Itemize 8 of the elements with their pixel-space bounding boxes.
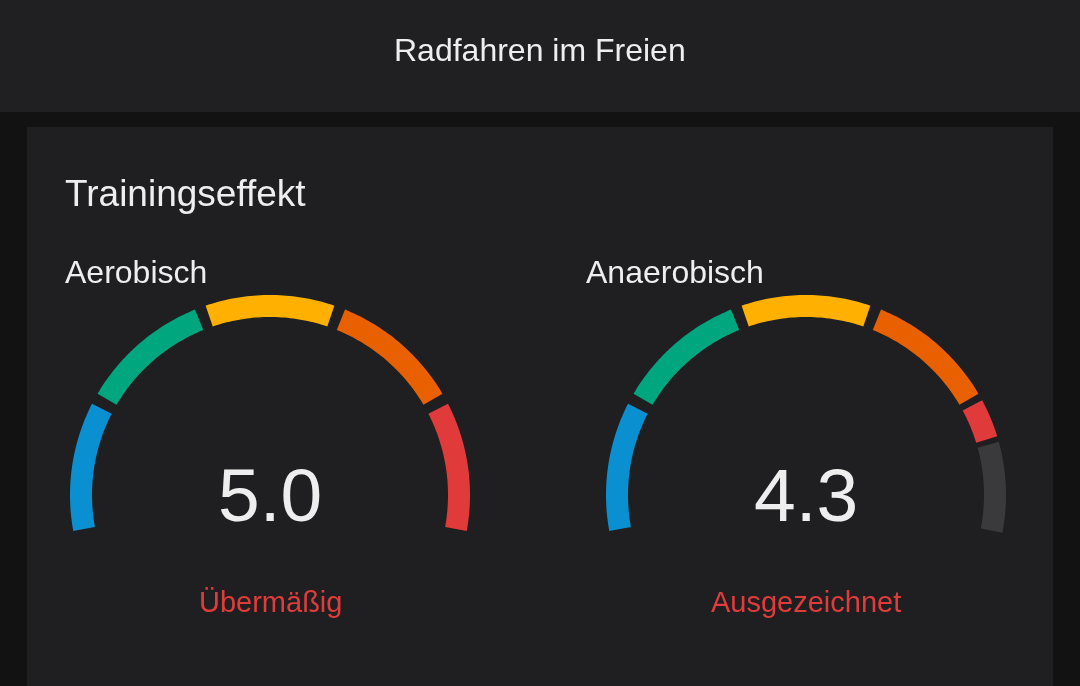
text: Radfahren im Freien [394,32,686,68]
chart-title: Aerobisch [65,254,208,290]
text: Trainingseffekt [65,173,307,214]
chart-title: Anaerobisch [586,254,764,290]
text: 4.3 [754,453,859,537]
text: Ausgezeichnet [711,586,902,618]
text: Übermäßig [199,586,343,618]
text: 5.0 [218,453,323,537]
